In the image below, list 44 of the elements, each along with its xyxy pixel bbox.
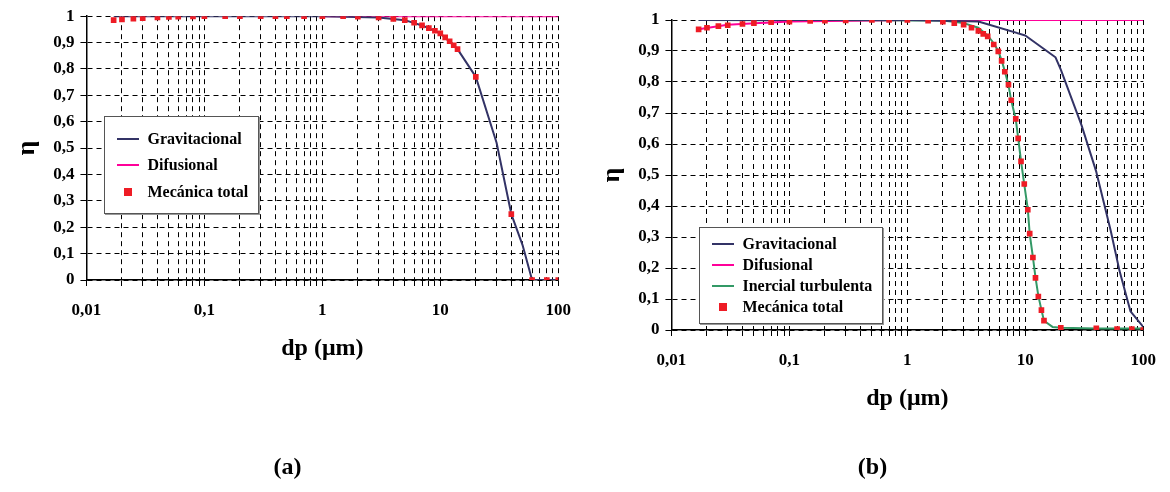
x-tick-label: 10 <box>431 299 449 319</box>
x-tick-label: 0,01 <box>656 349 687 369</box>
y-tick-label: 0,2 <box>638 257 660 277</box>
y-tick-label: 0,7 <box>53 84 75 104</box>
text: (a) <box>273 452 302 479</box>
x-tick-label: 0,1 <box>193 299 216 319</box>
y-tick-label: 0,4 <box>638 195 660 215</box>
y-tick-label: 0,9 <box>53 31 75 51</box>
y-tick-label: 0,4 <box>53 163 75 183</box>
text: (b) <box>857 452 888 479</box>
legend-label: Gravitacional <box>742 235 837 253</box>
x-axis-title: dp (μm) <box>281 334 364 360</box>
y-tick-label: 0,6 <box>638 133 660 153</box>
legend-label: Inercial turbulenta <box>742 277 873 295</box>
x-tick-label: 100 <box>545 299 571 319</box>
y-tick-label: 0,9 <box>638 40 660 60</box>
y-tick-label: 1 <box>650 9 660 29</box>
y-tick-label: 0,7 <box>638 102 660 122</box>
y-axis-title: η <box>11 140 41 156</box>
y-tick-label: 0,6 <box>53 111 75 131</box>
y-tick-label: 1 <box>65 5 75 25</box>
legend-label: Mecánica total <box>147 182 249 201</box>
y-tick-label: 0,3 <box>53 190 75 210</box>
y-axis-title: η <box>596 167 626 183</box>
legend-label: Difusional <box>147 156 218 175</box>
x-tick-label: 0,01 <box>71 299 102 319</box>
x-axis-title: dp (μm) <box>866 384 949 410</box>
y-tick-label: 0,5 <box>53 137 75 157</box>
legend-label: Difusional <box>742 256 813 274</box>
y-tick-label: 0,8 <box>638 71 660 91</box>
y-tick-label: 0 <box>65 269 75 289</box>
x-tick-label: 100 <box>1130 349 1156 369</box>
y-tick-label: 0,1 <box>53 243 75 263</box>
x-tick-label: 0,1 <box>778 349 801 369</box>
legend-label: Gravitacional <box>147 129 242 148</box>
x-tick-label: 1 <box>318 299 327 319</box>
y-tick-label: 0,2 <box>53 216 75 236</box>
y-tick-label: 0,3 <box>638 226 660 246</box>
legend-label: Mecánica total <box>742 298 844 316</box>
y-tick-label: 0 <box>650 319 660 339</box>
y-tick-label: 0,5 <box>638 164 660 184</box>
x-tick-label: 1 <box>903 349 912 369</box>
y-tick-label: 0,8 <box>53 58 75 78</box>
x-tick-label: 10 <box>1016 349 1034 369</box>
